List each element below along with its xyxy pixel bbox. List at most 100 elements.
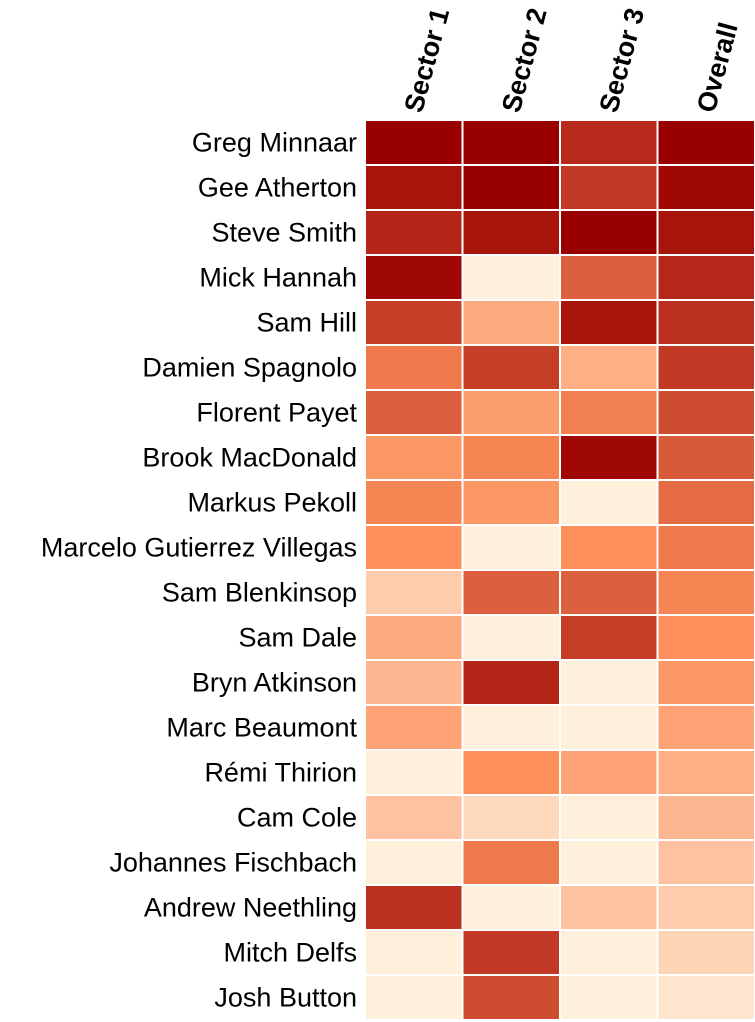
heatmap-cell [366, 391, 462, 434]
heatmap-cell [463, 436, 559, 479]
row-label: Rémi Thirion [204, 758, 357, 788]
row-label: Gee Atherton [198, 173, 357, 203]
heatmap-cell [561, 166, 657, 209]
row-label: Bryn Atkinson [192, 668, 357, 698]
row-labels: Greg Minnaar Gee Atherton Steve Smith Mick … [41, 128, 358, 1013]
row-label: Florent Payet [196, 398, 357, 428]
heatmap-cell [366, 301, 462, 344]
heatmap-cell [463, 706, 559, 749]
heatmap-cell [658, 931, 754, 974]
heatmap-cell [658, 166, 754, 209]
heatmap-cell [658, 301, 754, 344]
heatmap-cell [366, 211, 462, 254]
column-label: Sector 2 [496, 5, 553, 116]
row-label: Mitch Delfs [223, 938, 357, 968]
heatmap-cell [658, 796, 754, 839]
heatmap-cell [658, 751, 754, 794]
row-label: Sam Dale [238, 623, 357, 653]
heatmap-cell [366, 616, 462, 659]
row-label: Damien Spagnolo [142, 353, 357, 383]
heatmap-cell [561, 481, 657, 524]
row-label: Marcelo Gutierrez Villegas [41, 533, 357, 563]
column-label: Overall [691, 19, 744, 115]
row-label: Greg Minnaar [192, 128, 357, 158]
heatmap-cell [463, 661, 559, 704]
heatmap-cell [561, 976, 657, 1019]
heatmap-cell [463, 976, 559, 1019]
heatmap-cell [658, 706, 754, 749]
heatmap-cell [561, 661, 657, 704]
heatmap-cell [366, 256, 462, 299]
heatmap-cell [561, 121, 657, 164]
row-label: Sam Hill [256, 308, 357, 338]
row-label: Brook MacDonald [142, 443, 357, 473]
heatmap-cell [658, 841, 754, 884]
heatmap-cell [658, 481, 754, 524]
heatmap-cell [658, 121, 754, 164]
heatmap-cell [658, 346, 754, 389]
column-label: Sector 1 [399, 5, 456, 116]
heatmap-cell [463, 886, 559, 929]
heatmap-cell [658, 661, 754, 704]
row-label: Johannes Fischbach [109, 848, 357, 878]
heatmap-cell [658, 256, 754, 299]
row-label: Josh Button [214, 983, 357, 1013]
heatmap-cell [561, 391, 657, 434]
heatmap-cell [366, 886, 462, 929]
heatmap-cell [658, 571, 754, 614]
heatmap-cell [561, 841, 657, 884]
heatmap-cell [366, 751, 462, 794]
heatmap-cell [658, 391, 754, 434]
row-label: Markus Pekoll [187, 488, 357, 518]
row-label: Mick Hannah [199, 263, 357, 293]
row-label: Andrew Neethling [144, 893, 357, 923]
heatmap-cell [561, 211, 657, 254]
column-label: Sector 3 [594, 5, 651, 116]
heatmap-cell [561, 751, 657, 794]
heatmap-cell [463, 481, 559, 524]
heatmap-cell [658, 436, 754, 479]
heatmap-cell [561, 796, 657, 839]
heatmap-cell [561, 436, 657, 479]
heatmap-cell [463, 526, 559, 569]
heatmap-cell [658, 886, 754, 929]
heatmap-cell [561, 256, 657, 299]
heatmap-cell [463, 166, 559, 209]
row-label: Sam Blenkinsop [162, 578, 357, 608]
heatmap-cell [463, 256, 559, 299]
heatmap-cell [463, 796, 559, 839]
heatmap-cell [463, 346, 559, 389]
heatmap-cell [463, 751, 559, 794]
heatmap-cell [366, 976, 462, 1019]
heatmap-cell [561, 301, 657, 344]
heatmap-cell [658, 526, 754, 569]
heatmap-cell [561, 616, 657, 659]
heatmap-cell [366, 796, 462, 839]
heatmap-cell [366, 526, 462, 569]
heatmap-cell [561, 886, 657, 929]
row-label: Marc Beaumont [166, 713, 357, 743]
heatmap-cell [658, 616, 754, 659]
heatmap-cell [366, 481, 462, 524]
column-labels: Sector 1 Sector 2 Sector 3 Overall [399, 5, 744, 116]
heatmap-cell [366, 121, 462, 164]
heatmap-cell [561, 571, 657, 614]
heatmap-cell [658, 211, 754, 254]
heatmap-cell [366, 661, 462, 704]
heatmap-cell [366, 346, 462, 389]
heatmap-cell [658, 976, 754, 1019]
heatmap-cell [463, 391, 559, 434]
heatmap-cell [463, 121, 559, 164]
heatmap-cell [366, 841, 462, 884]
heatmap-cells [366, 121, 754, 1019]
heatmap-cell [366, 931, 462, 974]
heatmap-cell [366, 166, 462, 209]
heatmap-cell [463, 571, 559, 614]
heatmap-cell [561, 706, 657, 749]
row-label: Cam Cole [237, 803, 357, 833]
heatmap-cell [561, 931, 657, 974]
heatmap-cell [561, 346, 657, 389]
heatmap-cell [366, 571, 462, 614]
heatmap-cell [463, 616, 559, 659]
